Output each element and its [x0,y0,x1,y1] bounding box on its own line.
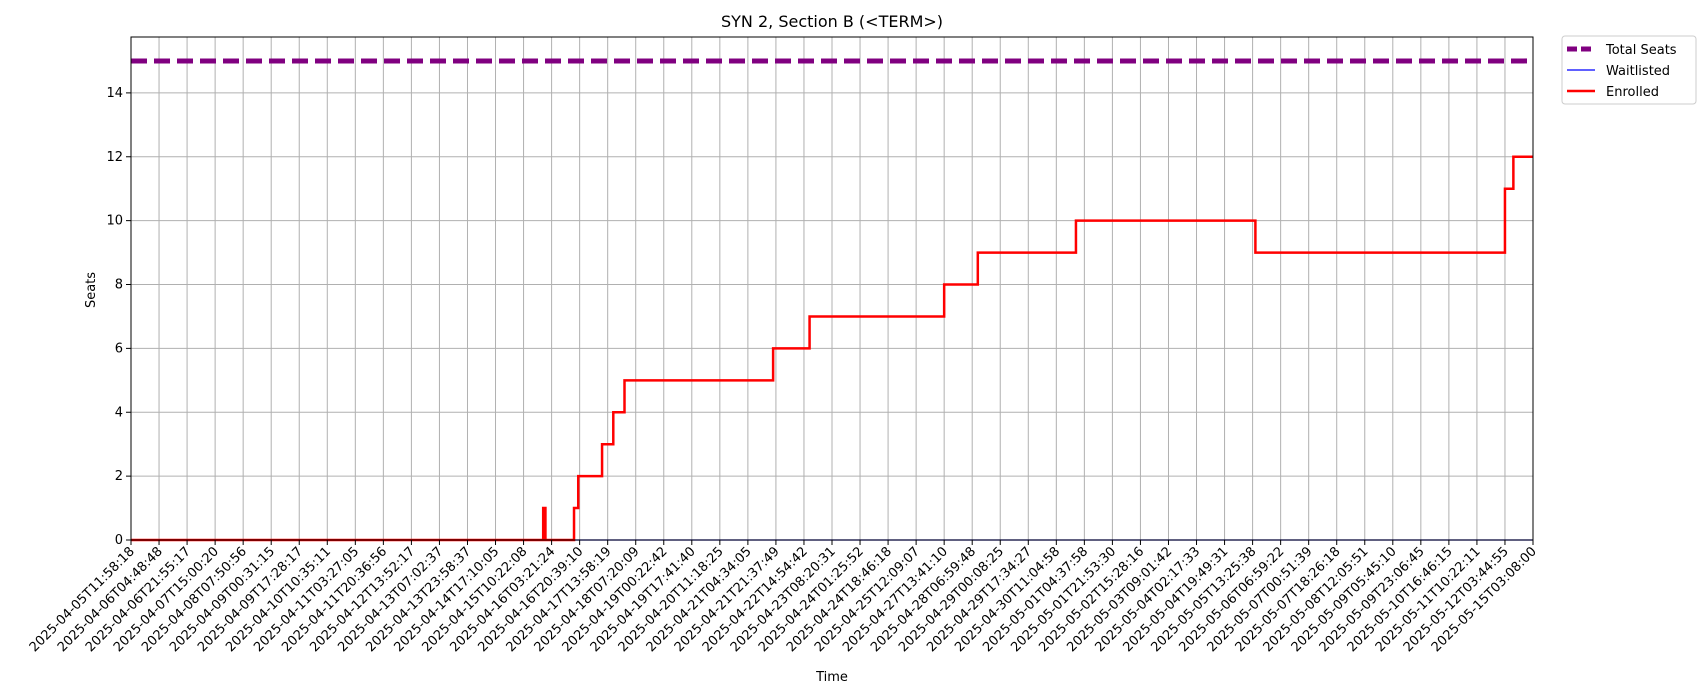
y-tick-label: 8 [115,278,123,293]
x-axis-label: Time [815,670,848,685]
legend: Total Seats Waitlisted Enrolled [1561,35,1697,105]
y-tick-label: 14 [106,86,123,101]
chart-title: SYN 2, Section B (<TERM>) [721,12,943,31]
series-line-enrolled [131,155,1533,542]
y-tick-label: 4 [115,405,123,420]
y-tick-label: 6 [115,341,123,356]
y-axis-label: Seats [84,272,99,308]
grid-lines [130,37,1534,541]
x-axis: 2025-04-05T11:58:182025-04-06T04:48:4820… [27,540,1540,655]
legend-label: Total Seats [1605,43,1677,58]
y-tick-label: 12 [106,150,123,165]
y-tick-label: 2 [115,469,123,484]
y-axis: 0 2 4 6 8 10 12 14 [106,86,131,548]
y-tick-label: 0 [115,533,123,548]
y-tick-label: 10 [106,214,123,229]
legend-box [1561,35,1697,105]
legend-label: Enrolled [1606,85,1659,100]
legend-label: Waitlisted [1606,64,1670,79]
